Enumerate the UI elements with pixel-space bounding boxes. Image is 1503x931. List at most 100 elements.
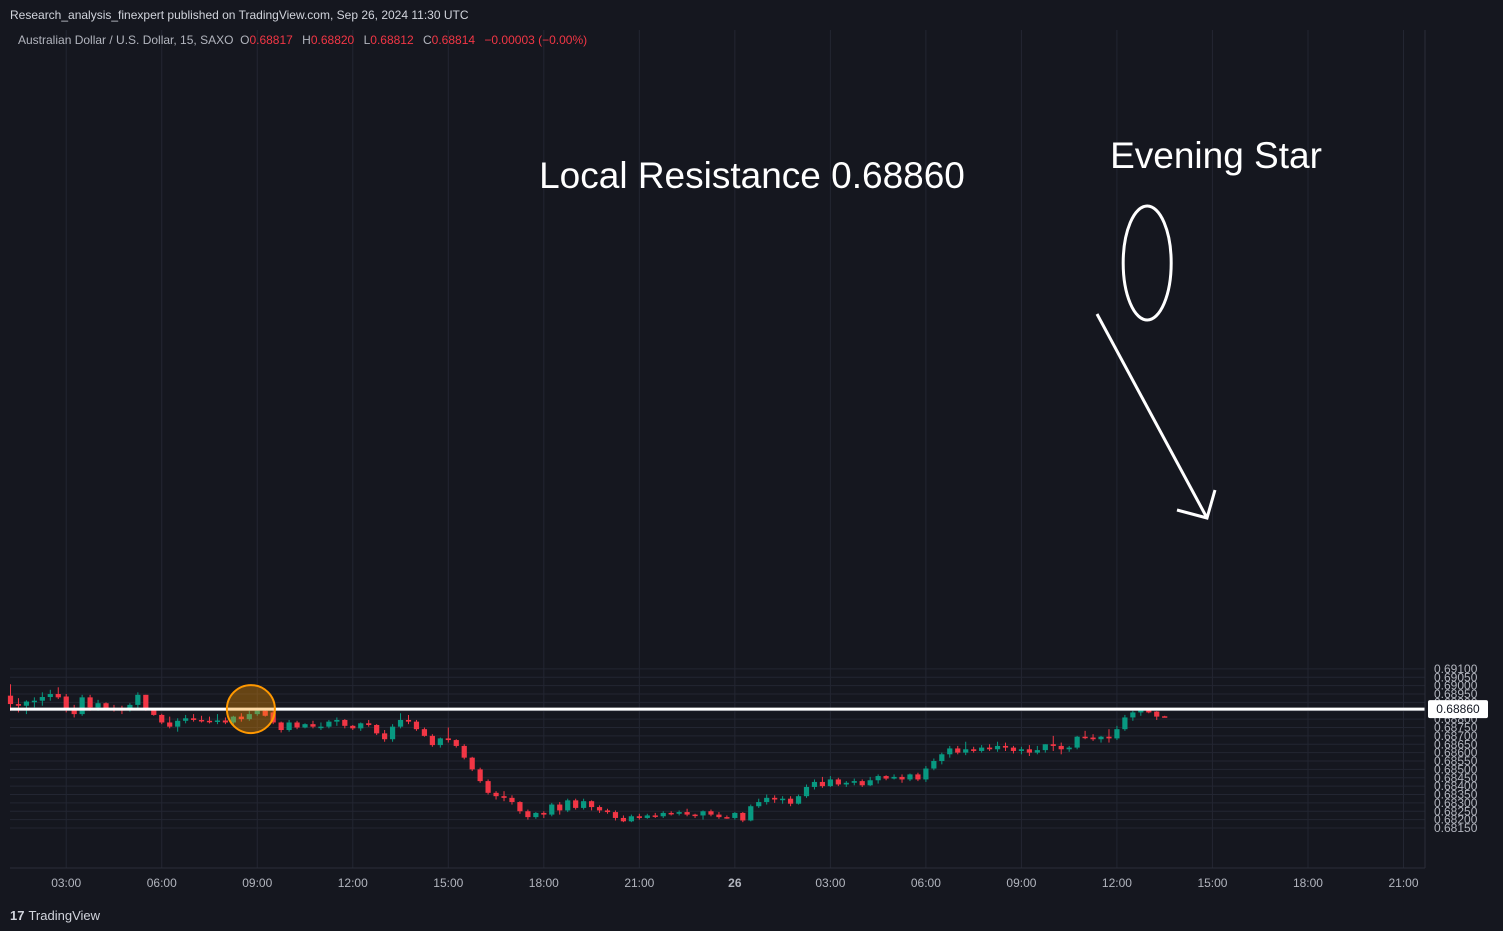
price-tick-label: 0.69000 [1434, 679, 1478, 693]
candle-body [883, 776, 889, 779]
candle-body [573, 800, 579, 808]
tradingview-logo[interactable]: 17 TradingView [10, 901, 100, 930]
candle-down [501, 791, 507, 802]
candles-layer [7, 684, 1168, 823]
candle-body [103, 703, 109, 709]
published-header: Research_analysis_finexpert published on… [0, 0, 1503, 30]
candle-body [684, 812, 690, 815]
candle-body [588, 801, 595, 808]
candle-down [525, 809, 531, 820]
candle-down [596, 805, 603, 813]
candle-down [557, 802, 563, 815]
candle-up [628, 814, 634, 823]
candle-up [795, 794, 802, 805]
price-tick-label: 0.69100 [1434, 662, 1478, 676]
candle-up [1066, 745, 1072, 752]
time-tick-label: 15:00 [433, 876, 463, 890]
candlestick-chart[interactable]: Local Resistance 0.68860 Evening Star 0.… [0, 0, 1503, 900]
candle-body [7, 695, 14, 705]
time-tick-label: 21:00 [1388, 876, 1418, 890]
candle-body [557, 804, 563, 811]
candle-up [246, 710, 252, 721]
candle-down [652, 812, 658, 818]
candle-down [1154, 711, 1160, 720]
candle-body [1042, 744, 1048, 751]
candle-body [604, 810, 611, 813]
candle-down [612, 810, 619, 821]
candle-body [1138, 709, 1144, 713]
price-axis[interactable]: 0.681500.682000.682500.683000.683500.684… [1424, 30, 1478, 868]
candle-down [899, 774, 905, 783]
candle-down [604, 808, 611, 814]
candle-up [135, 692, 141, 709]
candle-body [71, 709, 77, 715]
candle-up [39, 692, 45, 706]
candle-down [636, 813, 642, 820]
candle-body [827, 779, 833, 787]
candle-up [851, 778, 857, 786]
price-tick-label: 0.68750 [1434, 721, 1478, 735]
candle-body [955, 748, 961, 753]
price-tick-label: 0.68150 [1434, 821, 1478, 835]
price-tick-label: 0.68450 [1434, 771, 1478, 785]
candle-up [183, 714, 189, 724]
candle-body [286, 722, 292, 731]
price-tick-label: 0.68200 [1434, 813, 1478, 827]
symbol-legend[interactable]: Australian Dollar / U.S. Dollar, 15, SAX… [18, 33, 593, 47]
plot-area[interactable] [10, 30, 1425, 868]
candle-body [31, 700, 37, 703]
candle-body [780, 798, 786, 801]
candle-body [509, 797, 515, 803]
candle-down [787, 796, 794, 807]
candle-up [963, 741, 969, 756]
candle-body [278, 722, 284, 731]
candle-body [740, 812, 746, 821]
candle-body [811, 781, 818, 787]
candle-down [620, 815, 627, 823]
candle-down [294, 720, 300, 730]
candle-up [549, 802, 555, 817]
candle-down [859, 779, 865, 787]
open-value: 0.68817 [249, 33, 293, 47]
candle-down [986, 744, 993, 751]
candle-body [453, 740, 459, 746]
candle-up [947, 745, 953, 758]
time-tick-label: 09:00 [1006, 876, 1036, 890]
candle-down [1162, 715, 1168, 718]
time-tick-label: 12:00 [1102, 876, 1132, 890]
evening-star-ellipse [1121, 204, 1173, 322]
close-value: 0.68814 [431, 33, 476, 47]
candle-up [1130, 710, 1136, 721]
candle-up [891, 774, 897, 780]
candle-body [971, 749, 977, 751]
candle-down [461, 744, 467, 760]
candle-down [971, 746, 977, 753]
candle-up [979, 745, 985, 753]
candle-body [612, 812, 619, 818]
candle-up [811, 779, 818, 790]
candle-body [851, 781, 857, 783]
candle-down [453, 739, 459, 748]
candle-down [55, 687, 61, 700]
candle-up [214, 714, 221, 725]
time-axis[interactable]: 03:00 06:00 09:00 12:00 15:00 18:00 21:00 26 03:… [10, 867, 1425, 890]
candle-body [501, 796, 507, 798]
candle-down [469, 756, 475, 772]
candle-body [644, 815, 650, 818]
arrow-shaft [1095, 313, 1209, 519]
candle-down [716, 812, 722, 819]
candle-down [159, 713, 165, 725]
candle-body [206, 720, 213, 723]
candle-up [732, 812, 738, 820]
candle-body [660, 812, 666, 817]
candle-up [764, 794, 770, 805]
candle-body [676, 812, 682, 814]
candle-body [708, 811, 714, 815]
candle-up [565, 798, 571, 813]
candle-body [581, 801, 587, 808]
candle-up [175, 718, 181, 732]
candle-down [915, 772, 921, 782]
candle-down [485, 779, 491, 795]
candle-body [342, 719, 348, 726]
candle-up [994, 741, 1001, 752]
